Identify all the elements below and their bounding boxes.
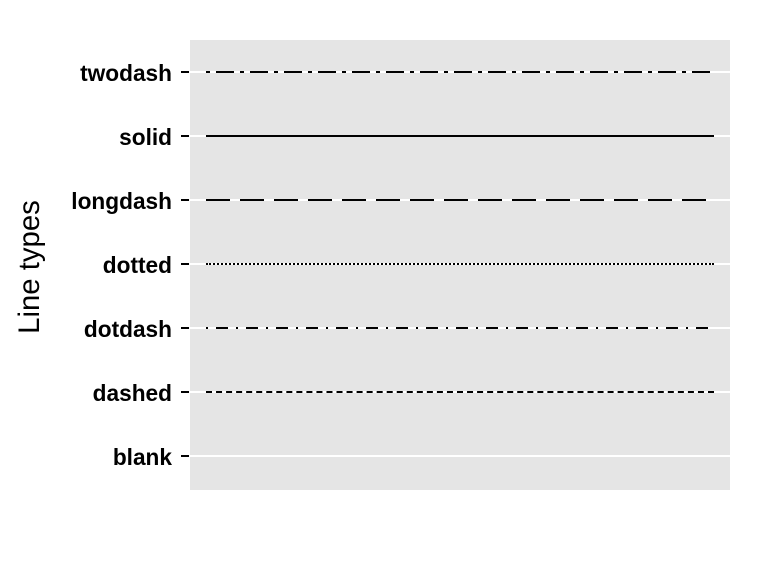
plot-panel <box>190 40 730 490</box>
y-tick-label: twodash <box>80 60 172 87</box>
line-sample-twodash <box>206 70 714 74</box>
line-sample-dotdash <box>206 326 714 330</box>
y-tick-label: dotdash <box>84 316 172 343</box>
y-tick-label: longdash <box>71 188 172 215</box>
y-axis-title: Line types <box>13 167 47 367</box>
line-sample-longdash <box>206 198 714 202</box>
y-tick-mark <box>181 135 189 137</box>
y-tick-label: dotted <box>103 252 172 279</box>
y-tick-mark <box>181 263 189 265</box>
y-tick-label: solid <box>119 124 172 151</box>
line-sample-dashed <box>206 391 714 393</box>
gridline <box>190 455 730 457</box>
y-tick-label: blank <box>113 444 172 471</box>
line-types-chart: Line types twodash solid longdash dotted dot… <box>0 0 768 576</box>
y-tick-mark <box>181 455 189 457</box>
y-tick-label: dashed <box>93 380 172 407</box>
y-tick-mark <box>181 71 189 73</box>
line-sample-dotted <box>206 263 714 265</box>
y-tick-mark <box>181 327 189 329</box>
line-sample-solid <box>206 135 714 137</box>
y-tick-mark <box>181 199 189 201</box>
y-tick-mark <box>181 391 189 393</box>
